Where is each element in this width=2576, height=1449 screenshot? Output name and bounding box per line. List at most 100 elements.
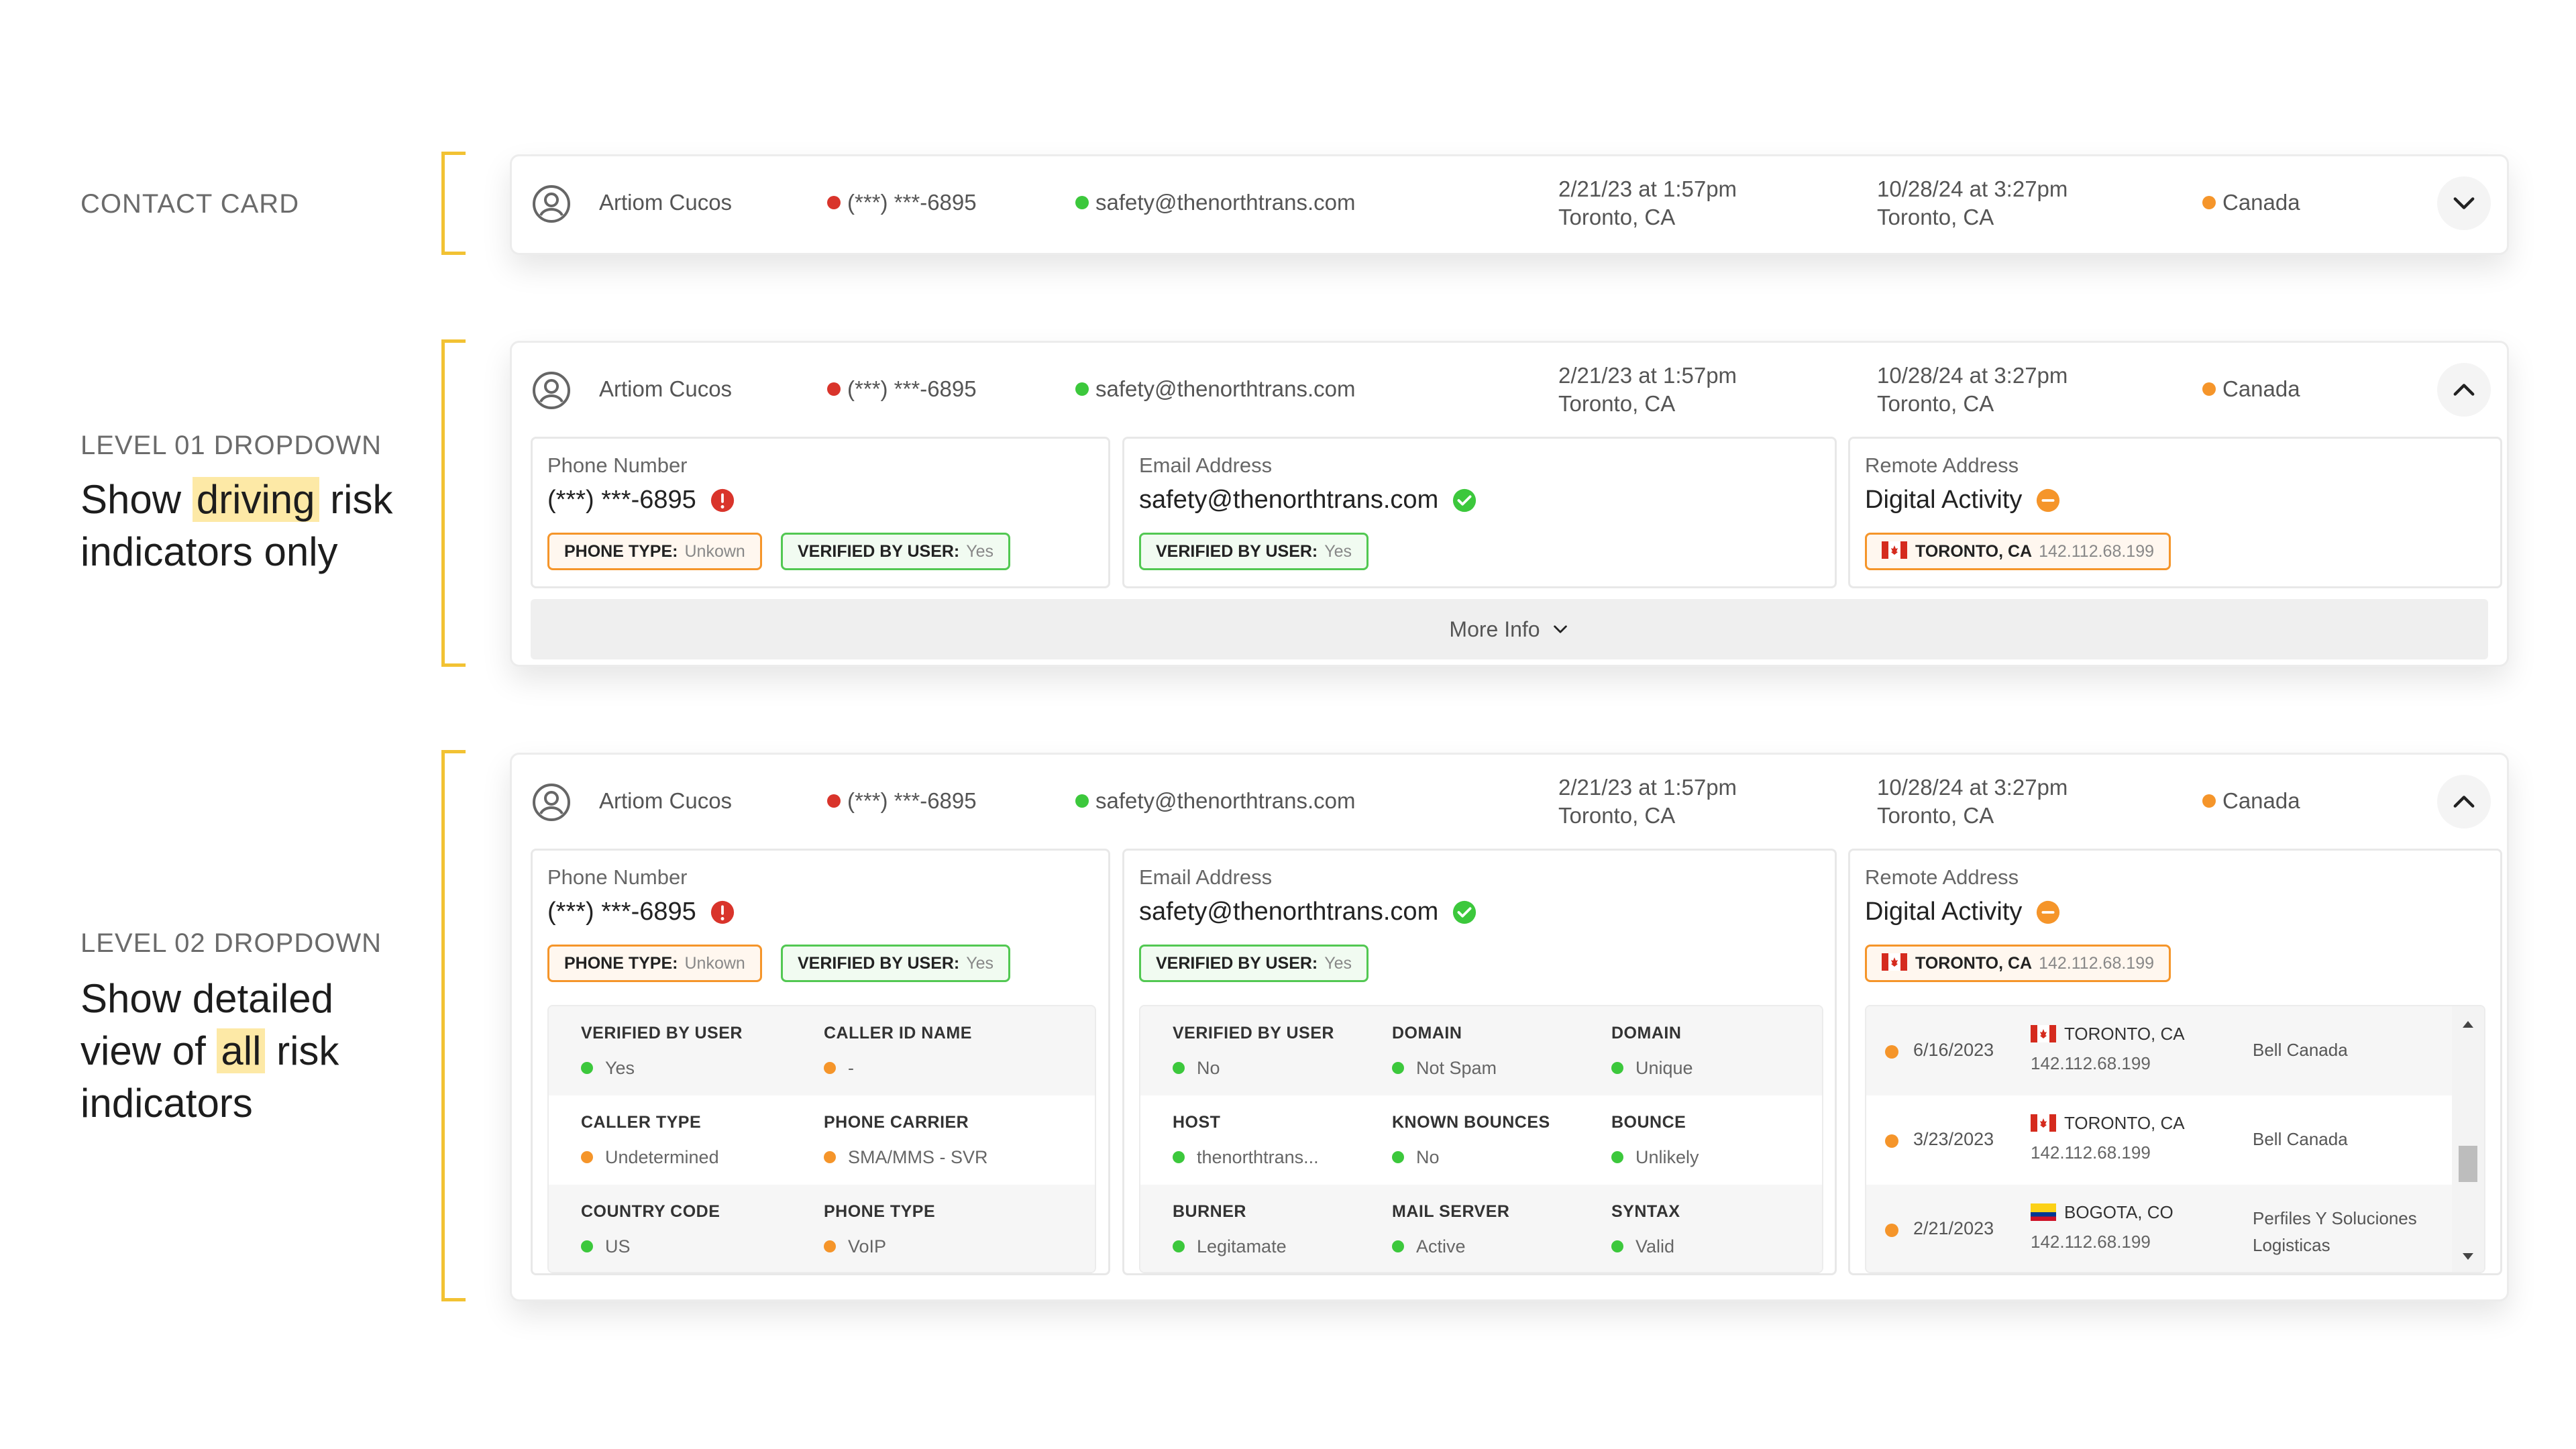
activity-ip: 142.112.68.199 (2031, 1142, 2151, 1163)
detail-cell: VERIFIED BY USER Yes (581, 1024, 743, 1079)
activity-location: BOGOTA, CO (2031, 1202, 2174, 1223)
status-dot-icon (581, 1240, 593, 1252)
activity-date: 3/23/2023 (1913, 1129, 1994, 1149)
contact-phone: (***) ***-6895 (827, 376, 977, 402)
remote-panel-value: Digital Activity (1865, 486, 2061, 515)
scroll-down-icon[interactable] (2461, 1252, 2475, 1261)
first-seen-location: Toronto, CA (1558, 803, 1676, 828)
contact-country-text: Canada (2222, 788, 2300, 813)
contact-country-text: Canada (2222, 376, 2300, 401)
activity-row[interactable]: 6/16/2023 TORONTO, CA 142.112.68.199 Bel… (1866, 1006, 2484, 1095)
phone-panel-value: (***) ***-6895 (547, 898, 735, 926)
detail-value: US (605, 1236, 631, 1256)
detail-value: - (848, 1058, 854, 1078)
tag-label: VERIFIED BY USER: (798, 953, 960, 973)
email-value-text: safety@thenorthtrans.com (1139, 898, 1439, 926)
activity-scrollbar[interactable] (2452, 1006, 2484, 1272)
collapse-button[interactable] (2437, 775, 2491, 828)
detail-value: Unlikely (1635, 1147, 1699, 1167)
activity-carrier: Bell Canada (2253, 1129, 2348, 1149)
detail-value: No (1416, 1147, 1440, 1167)
contact-country: Canada (2202, 788, 2300, 814)
avatar-icon (532, 783, 571, 822)
heading-level2-line3: indicators (80, 1081, 253, 1126)
email-details-table: VERIFIED BY USER No DOMAIN Not Spam DOMAIN… (1139, 1005, 1823, 1273)
detail-label: SYNTAX (1611, 1202, 1680, 1221)
detail-value: SMA/MMS - SVR (848, 1147, 988, 1167)
contact-card-level1: Artiom Cucos (***) ***-6895 safety@theno… (510, 341, 2509, 667)
detail-value: thenorthtrans... (1197, 1147, 1319, 1167)
status-dot-icon (1075, 382, 1089, 396)
phone-details-table: VERIFIED BY USER Yes CALLER ID NAME - CALL… (547, 1005, 1096, 1273)
details-row: CALLER TYPE Undetermined PHONE CARRIER SMA… (549, 1095, 1095, 1185)
expand-button[interactable] (2437, 176, 2491, 230)
tag-label: TORONTO, CA (1915, 541, 2033, 561)
email-panel-value: safety@thenorthtrans.com (1139, 898, 1477, 926)
status-dot-icon (824, 1150, 836, 1163)
tag-value: Unkown (684, 953, 745, 973)
remote-value-text: Digital Activity (1865, 898, 2023, 926)
contact-row[interactable]: Artiom Cucos (***) ***-6895 safety@theno… (512, 755, 2507, 849)
phone-type-tag: PHONE TYPE: Unkown (547, 945, 762, 982)
phone-value-text: (***) ***-6895 (547, 486, 696, 514)
heading-level1: Show driving risk indicators only (80, 474, 393, 578)
detail-label: BOUNCE (1611, 1113, 1686, 1132)
detail-value: Not Spam (1416, 1058, 1497, 1078)
detail-cell: KNOWN BOUNCES No (1392, 1113, 1550, 1168)
detail-cell: MAIL SERVER Active (1392, 1202, 1509, 1257)
remote-panel: Remote Address Digital Activity TORONTO,… (1848, 437, 2502, 588)
contact-email: safety@thenorthtrans.com (1075, 788, 1356, 814)
status-dot-icon (2202, 794, 2216, 808)
remote-location-tag: TORONTO, CA 142.112.68.199 (1865, 945, 2171, 982)
remote-panel-title: Remote Address (1865, 865, 2019, 889)
contact-row[interactable]: Artiom Cucos (***) ***-6895 safety@theno… (512, 343, 2507, 437)
detail-cell: COUNTRY CODE US (581, 1202, 720, 1257)
status-dot-icon (827, 196, 841, 210)
detail-cell: BURNER Legitamate (1173, 1202, 1287, 1257)
phone-panel-value: (***) ***-6895 (547, 486, 735, 515)
activity-list[interactable]: 6/16/2023 TORONTO, CA 142.112.68.199 Bel… (1865, 1005, 2485, 1273)
last-seen-location: Toronto, CA (1877, 803, 1994, 828)
detail-cell: HOST thenorthtrans... (1173, 1113, 1319, 1168)
scroll-up-icon[interactable] (2461, 1020, 2475, 1029)
contact-country: Canada (2202, 376, 2300, 402)
contact-row[interactable]: Artiom Cucos (***) ***-6895 safety@theno… (512, 156, 2507, 250)
heading-level2-line1: Show detailed (80, 976, 333, 1021)
phone-panel: Phone Number (***) ***-6895 PHONE TYPE: U… (531, 437, 1110, 588)
scrollbar-thumb[interactable] (2459, 1146, 2477, 1182)
activity-row[interactable]: 3/23/2023 TORONTO, CA 142.112.68.199 Bel… (1866, 1095, 2484, 1185)
contact-card-collapsed[interactable]: Artiom Cucos (***) ***-6895 safety@theno… (510, 154, 2509, 255)
check-circle-icon (1452, 488, 1477, 513)
details-row: COUNTRY CODE US PHONE TYPE VoIP (549, 1185, 1095, 1272)
detail-cell: SYNTAX Valid (1611, 1202, 1680, 1257)
detail-label: VERIFIED BY USER (581, 1024, 743, 1042)
status-dot-icon (1885, 1224, 1898, 1237)
status-dot-icon (1392, 1240, 1404, 1252)
status-dot-icon (1075, 794, 1089, 808)
tag-value: Yes (1324, 541, 1352, 561)
collapse-button[interactable] (2437, 363, 2491, 417)
tag-label: PHONE TYPE: (564, 541, 678, 561)
first-seen-location: Toronto, CA (1558, 391, 1676, 416)
contact-last-seen: 10/28/24 at 3:27pm Toronto, CA (1877, 773, 2068, 830)
heading-level1-line2: indicators only (80, 529, 338, 574)
detail-cell: BOUNCE Unlikely (1611, 1113, 1699, 1168)
minus-circle-icon (2035, 900, 2061, 925)
activity-location: TORONTO, CA (2031, 1113, 2185, 1134)
contact-email: safety@thenorthtrans.com (1075, 376, 1356, 402)
activity-row[interactable]: 2/21/2023 BOGOTA, CO 142.112.68.199 Perf… (1866, 1185, 2484, 1272)
canada-flag-icon (2031, 1114, 2056, 1132)
email-verified-tag: VERIFIED BY USER: Yes (1139, 945, 1369, 982)
last-seen-date: 10/28/24 at 3:27pm (1877, 176, 2068, 201)
activity-ip: 142.112.68.199 (2031, 1053, 2151, 1073)
status-dot-icon (827, 794, 841, 808)
more-info-button[interactable]: More Info (531, 599, 2488, 659)
status-dot-icon (1611, 1150, 1623, 1163)
contact-email: safety@thenorthtrans.com (1075, 190, 1356, 215)
status-dot-icon (1075, 196, 1089, 210)
contact-phone-text: (***) ***-6895 (847, 376, 977, 401)
status-dot-icon (1173, 1240, 1185, 1252)
detail-label: DOMAIN (1611, 1024, 1682, 1042)
email-value-text: safety@thenorthtrans.com (1139, 486, 1439, 514)
heading-level2: Show detailed view of all risk indicator… (80, 973, 339, 1130)
